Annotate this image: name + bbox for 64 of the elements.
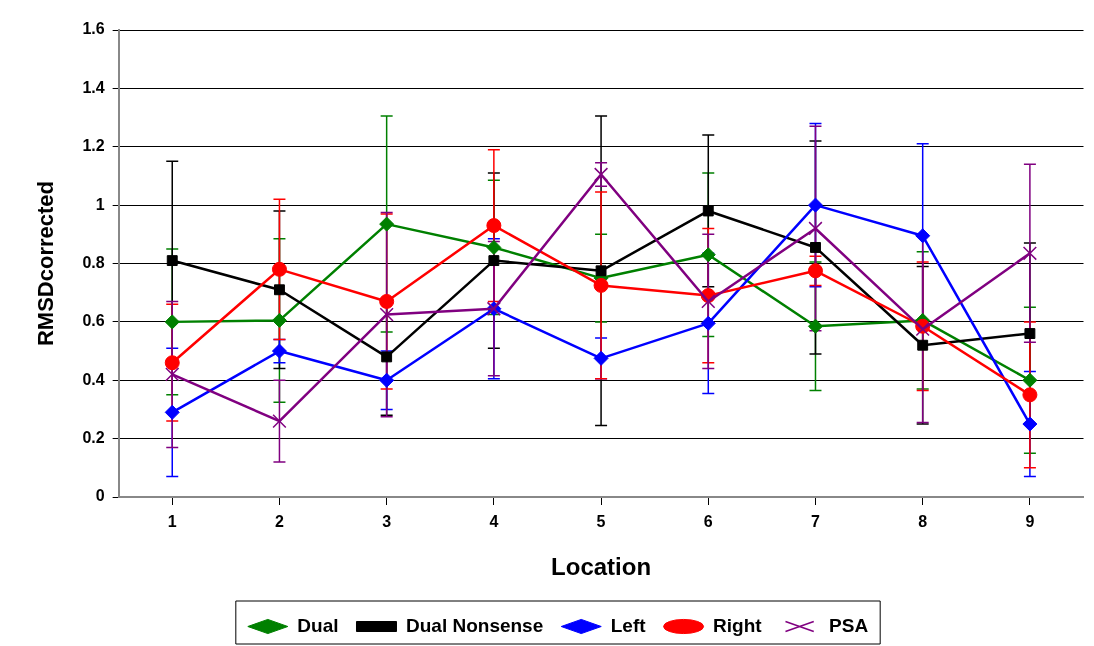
point [379,293,395,309]
point [271,261,287,277]
point [274,284,285,296]
point [593,350,609,366]
legend-label: Dual [297,614,339,636]
point [702,205,714,217]
x-tick-label: 7 [811,513,821,531]
y-tick-label: 1 [95,195,105,213]
y-tick-label: 0.2 [82,429,105,447]
point [701,294,716,309]
point [379,307,394,322]
legend-label: Right [713,614,763,636]
x-axis-title: Location [551,553,652,581]
y-tick-label: 1.6 [82,20,105,38]
x-tick-label: 5 [596,513,606,531]
y-tick-label: 0 [95,487,105,505]
x-tick-label: 6 [703,513,713,531]
point [165,367,180,382]
legend-label: Dual Nonsense [405,614,544,636]
point [808,221,823,236]
point [1022,246,1038,261]
point [807,263,823,279]
point [379,372,395,388]
point [700,247,716,263]
x-tick-label: 3 [382,513,392,531]
point [595,265,607,277]
point [807,197,823,213]
point [164,355,180,371]
point [917,339,929,351]
point [271,312,287,328]
point [1022,416,1038,432]
legend-label: PSA [829,614,869,636]
x-tick-label: 8 [918,513,928,531]
x-tick-label: 9 [1025,513,1035,531]
point [166,255,178,267]
point [272,414,287,429]
x-tick-label: 2 [275,513,284,531]
point [915,228,931,244]
point [1022,387,1038,403]
point [381,351,393,363]
point [700,315,716,331]
y-tick-label: 0.6 [82,312,105,330]
y-tick-label: 0.4 [82,370,105,388]
point [810,242,821,253]
point [164,314,180,330]
point [915,322,930,337]
point [807,318,823,334]
point [488,255,500,267]
point [1024,328,1036,339]
legend-label: Left [610,614,647,636]
y-axis-title: RMSDcorrected [33,180,59,347]
point [486,218,502,234]
y-tick-label: 1.4 [82,78,105,96]
x-tick-label: 1 [167,513,177,531]
point [593,167,609,182]
point [379,216,395,232]
point [486,239,502,255]
point [164,404,180,420]
y-tick-label: 0.8 [82,253,105,271]
point [1022,372,1038,388]
y-tick-label: 1.2 [82,137,105,155]
point [593,277,609,293]
x-tick-label: 4 [489,513,499,531]
point [271,343,287,359]
